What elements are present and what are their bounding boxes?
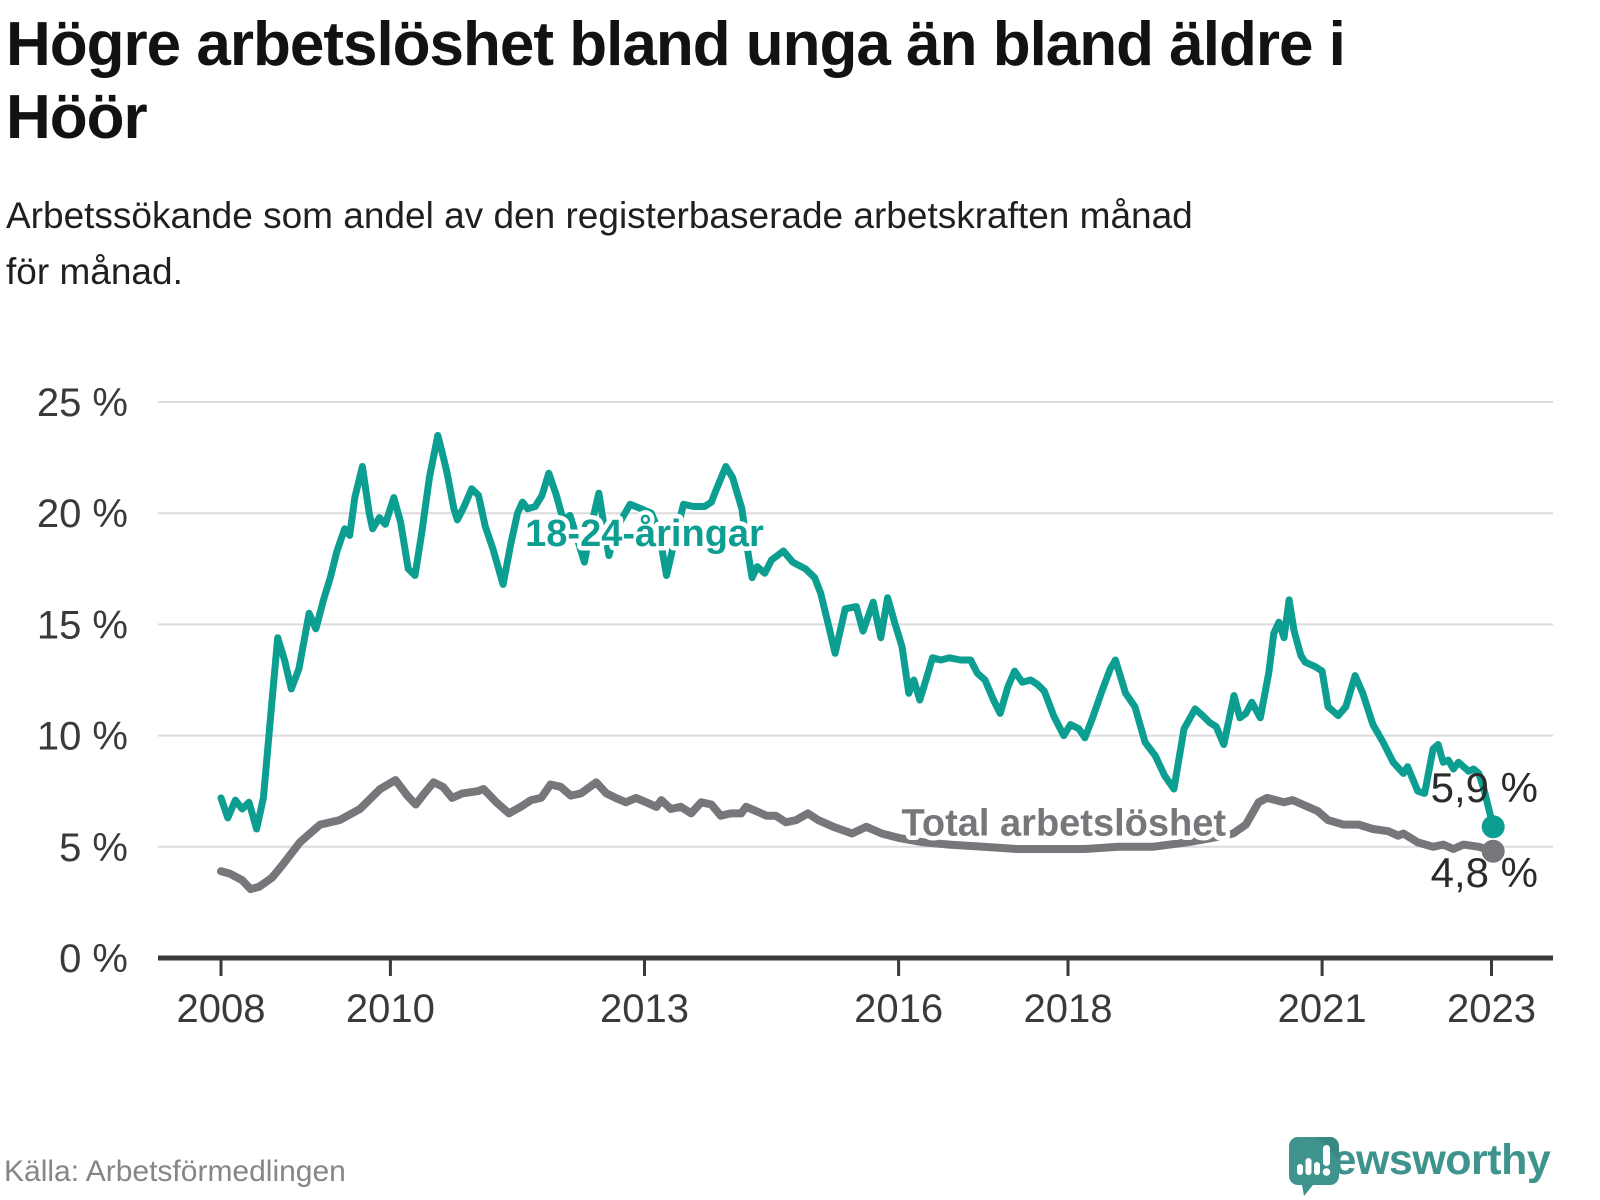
end-value-label-total: 4,8 % — [1431, 849, 1538, 896]
source-note: Källa: Arbetsförmedlingen — [4, 1155, 346, 1188]
x-tick-label-2008: 2008 — [177, 987, 266, 1031]
x-tick-label-2013: 2013 — [600, 987, 689, 1031]
x-tick-label-2018: 2018 — [1024, 987, 1113, 1031]
series-label-youth: 18-24-åringar — [525, 513, 764, 555]
page-title: Högre arbetslöshet bland unga än bland ä… — [6, 8, 1586, 154]
newsworthy-icon — [1289, 1137, 1339, 1196]
series-label-total: Total arbetslöshet — [902, 802, 1227, 844]
title-line-1: Högre arbetslöshet bland unga än bland ä… — [6, 10, 1346, 79]
x-tick-label-2016: 2016 — [854, 987, 943, 1031]
y-tick-label-5: 5 % — [59, 826, 128, 870]
subtitle-line-2: för månad. — [6, 250, 183, 292]
page-subtitle: Arbetssökande som andel av den registerb… — [6, 188, 1586, 299]
series-line-total — [217, 776, 1498, 894]
newsworthy-logo: Newsworthy — [1288, 1136, 1551, 1196]
series-line-youth — [217, 431, 1497, 833]
x-tick-label-2023: 2023 — [1447, 987, 1536, 1031]
y-tick-label-20: 20 % — [37, 492, 128, 536]
y-tick-label-10: 10 % — [37, 715, 128, 759]
subtitle-line-1: Arbetssökande som andel av den registerb… — [6, 195, 1193, 236]
y-tick-label-0: 0 % — [59, 937, 128, 981]
end-dot-total — [1481, 839, 1505, 863]
x-tick-label-2010: 2010 — [346, 987, 435, 1031]
x-tick-label-2021: 2021 — [1278, 987, 1367, 1031]
end-dot-youth — [1481, 815, 1505, 839]
newsworthy-wordmark: Newsworthy — [1302, 1136, 1551, 1184]
end-value-label-youth: 5,9 % — [1431, 764, 1538, 811]
y-tick-label-15: 15 % — [37, 603, 128, 647]
title-line-2: Höör — [6, 83, 148, 153]
y-tick-label-25: 25 % — [37, 381, 128, 425]
